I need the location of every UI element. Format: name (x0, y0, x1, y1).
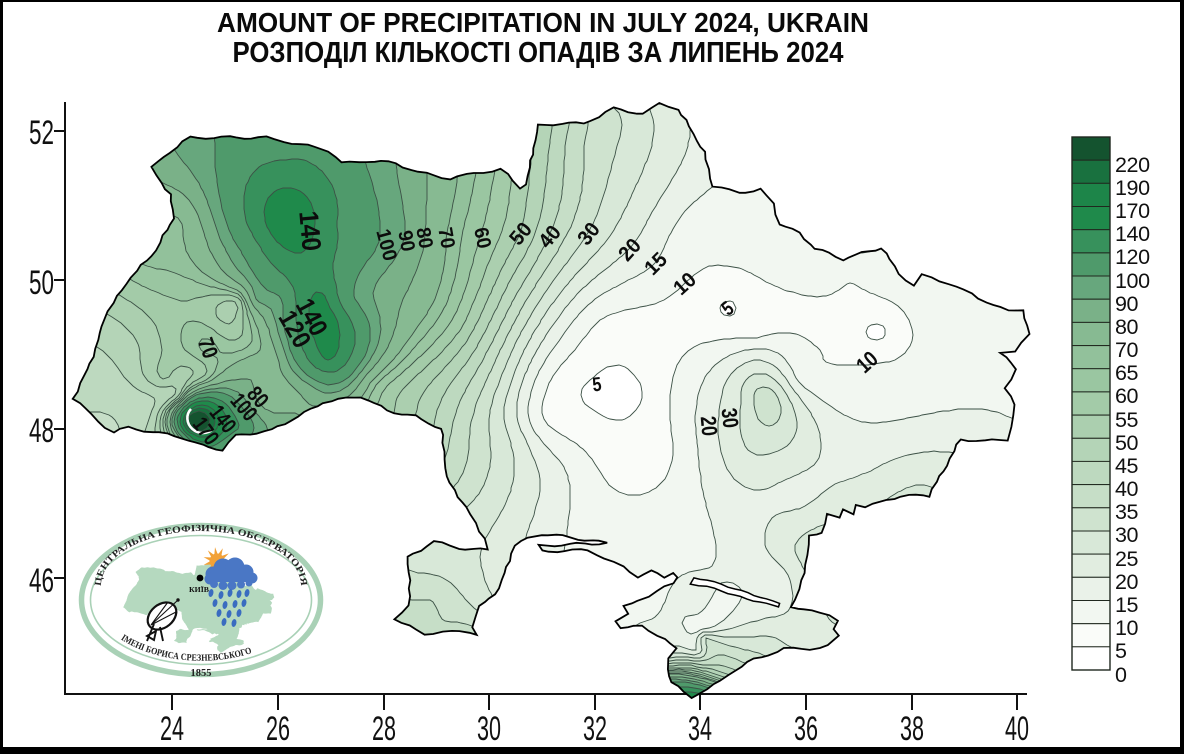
svg-text:60: 60 (1115, 384, 1139, 408)
svg-text:36: 36 (794, 710, 818, 748)
svg-text:20: 20 (1115, 570, 1139, 594)
svg-text:140: 140 (1115, 222, 1150, 246)
svg-text:40: 40 (1115, 477, 1139, 501)
svg-text:100: 100 (1115, 269, 1150, 293)
svg-text:55: 55 (1115, 408, 1139, 432)
svg-text:120: 120 (1115, 245, 1150, 269)
svg-text:190: 190 (1115, 176, 1150, 200)
svg-text:34: 34 (688, 710, 712, 748)
svg-text:80: 80 (1115, 315, 1139, 339)
svg-text:60: 60 (469, 225, 495, 250)
svg-text:48: 48 (29, 412, 54, 450)
svg-text:5: 5 (591, 374, 602, 397)
svg-text:220: 220 (1115, 153, 1150, 177)
svg-text:170: 170 (1115, 199, 1150, 223)
svg-text:28: 28 (372, 710, 396, 748)
svg-text:65: 65 (1115, 361, 1139, 385)
svg-text:15: 15 (1115, 593, 1139, 617)
svg-text:32: 32 (583, 710, 607, 748)
svg-text:80: 80 (411, 226, 436, 251)
svg-text:38: 38 (900, 710, 924, 748)
svg-text:70: 70 (1115, 338, 1139, 362)
svg-text:10: 10 (1115, 616, 1139, 640)
svg-text:РОЗПОДІЛ КІЛЬКОСТІ ОПАДІВ ЗА Л: РОЗПОДІЛ КІЛЬКОСТІ ОПАДІВ ЗА ЛИПЕНЬ 2024 (233, 37, 844, 69)
svg-text:30: 30 (477, 710, 501, 748)
svg-text:70: 70 (433, 226, 458, 251)
svg-text:40: 40 (1005, 710, 1029, 748)
svg-text:1855: 1855 (191, 668, 212, 679)
svg-text:AMOUNT OF PRECIPITATION IN JUL: AMOUNT OF PRECIPITATION IN JULY 2024, UK… (217, 7, 869, 38)
svg-text:20: 20 (696, 415, 723, 437)
svg-text:50: 50 (1115, 431, 1139, 455)
svg-text:24: 24 (160, 710, 184, 748)
svg-text:90: 90 (393, 229, 418, 254)
svg-text:25: 25 (1115, 547, 1139, 571)
svg-text:0: 0 (1115, 663, 1127, 687)
svg-text:45: 45 (1115, 454, 1139, 478)
svg-text:52: 52 (29, 114, 54, 152)
svg-text:140: 140 (293, 210, 326, 252)
svg-text:50: 50 (29, 264, 54, 302)
svg-text:35: 35 (1115, 500, 1139, 524)
svg-text:5: 5 (1115, 639, 1127, 663)
svg-text:90: 90 (1115, 292, 1139, 316)
svg-text:30: 30 (716, 407, 743, 430)
svg-text:46: 46 (29, 562, 54, 600)
svg-text:КИЇВ: КИЇВ (189, 585, 209, 594)
svg-text:30: 30 (1115, 523, 1139, 547)
svg-text:26: 26 (266, 710, 290, 748)
